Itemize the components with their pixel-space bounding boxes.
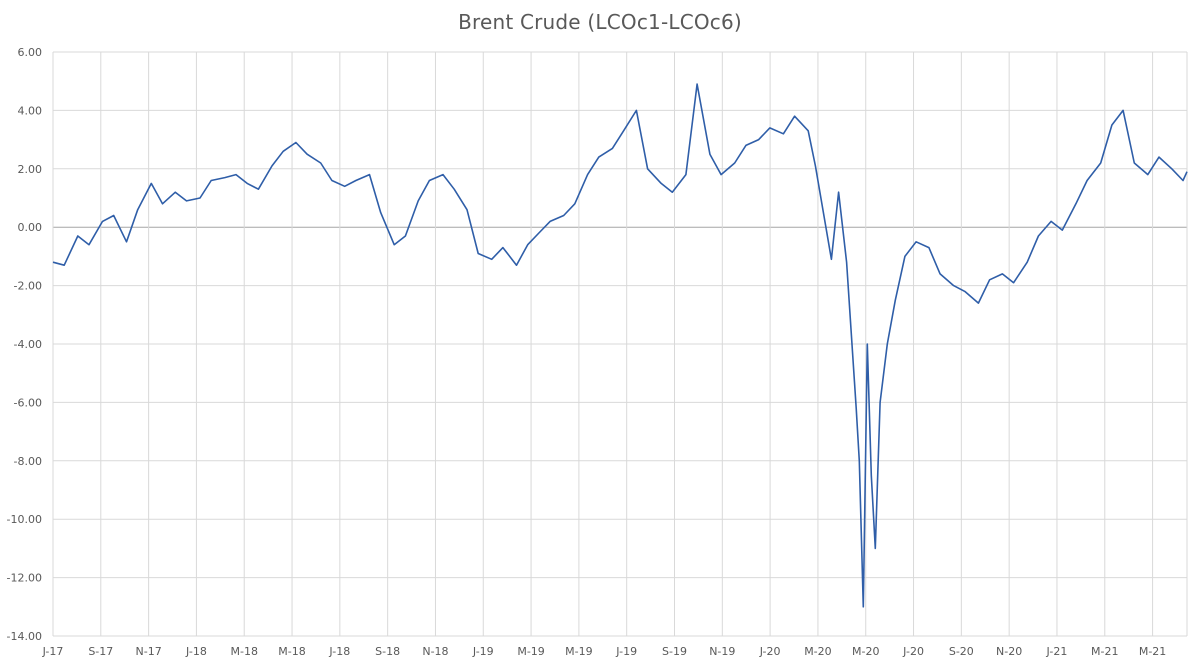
x-tick-label: M-21 [1139,645,1166,658]
y-tick-label: -6.00 [14,396,42,409]
x-tick-label: S-20 [949,645,974,658]
y-tick-label: -14.00 [7,630,42,643]
series-line [52,83,1188,608]
y-tick-label: -4.00 [14,338,42,351]
x-tick-label: J-21 [1046,645,1068,658]
y-tick-label: -2.00 [14,280,42,293]
y-tick-label: 6.00 [18,46,43,59]
x-tick-label: N-20 [996,645,1022,658]
x-tick-label: M-20 [852,645,879,658]
x-tick-label: M-20 [804,645,831,658]
x-tick-label: S-19 [662,645,687,658]
x-tick-label: N-19 [709,645,735,658]
x-tick-label: M-18 [278,645,305,658]
x-tick-label: N-18 [422,645,448,658]
y-tick-label: 2.00 [18,163,43,176]
x-tick-label: J-19 [615,645,637,658]
x-tick-label: M-21 [1091,645,1118,658]
chart-title: Brent Crude (LCOc1-LCOc6) [458,10,742,34]
x-tick-label: J-20 [902,645,924,658]
x-tick-label: J-20 [759,645,781,658]
x-tick-label: M-18 [230,645,257,658]
x-tick-label: J-19 [472,645,494,658]
y-tick-label: 4.00 [18,104,43,117]
y-tick-label: -12.00 [7,572,42,585]
x-tick-label: S-18 [375,645,400,658]
x-tick-label: M-19 [517,645,544,658]
x-tick-label: M-19 [565,645,592,658]
x-tick-label: N-17 [136,645,162,658]
x-tick-label: J-18 [185,645,207,658]
x-tick-label: S-17 [88,645,113,658]
y-tick-label: 0.00 [18,221,43,234]
y-tick-label: -10.00 [7,513,42,526]
x-tick-label: J-17 [42,645,64,658]
x-tick-label: J-18 [328,645,350,658]
y-tick-label: -8.00 [14,455,42,468]
